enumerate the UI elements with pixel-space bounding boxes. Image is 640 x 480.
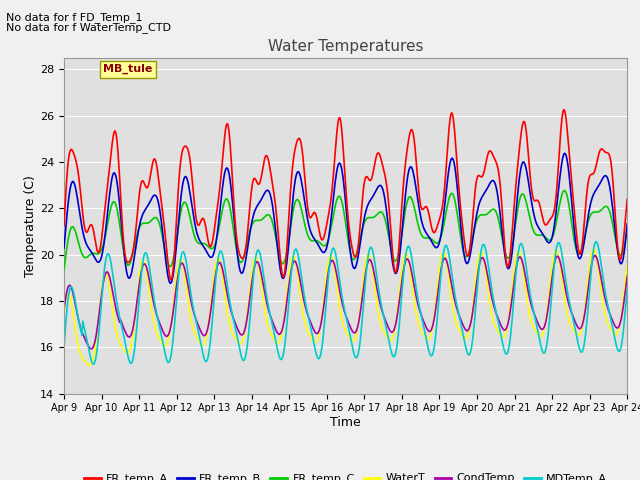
Y-axis label: Temperature (C): Temperature (C) (24, 175, 37, 276)
Text: No data for f FD_Temp_1: No data for f FD_Temp_1 (6, 12, 143, 23)
X-axis label: Time: Time (330, 416, 361, 429)
Text: MB_tule: MB_tule (104, 64, 153, 74)
Title: Water Temperatures: Water Temperatures (268, 39, 423, 54)
Legend: FR_temp_A, FR_temp_B, FR_temp_C, WaterT, CondTemp, MDTemp_A: FR_temp_A, FR_temp_B, FR_temp_C, WaterT,… (79, 469, 612, 480)
Text: No data for f WaterTemp_CTD: No data for f WaterTemp_CTD (6, 22, 172, 33)
